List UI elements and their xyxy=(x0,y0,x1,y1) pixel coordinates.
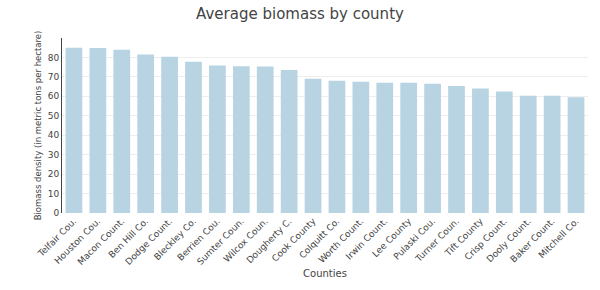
svg-text:Ben Hill Co.: Ben Hill Co. xyxy=(107,216,151,260)
svg-text:70: 70 xyxy=(48,72,60,82)
svg-text:Dooly Count.: Dooly Count. xyxy=(485,216,533,264)
svg-text:10: 10 xyxy=(48,189,60,199)
svg-text:0: 0 xyxy=(53,208,59,218)
svg-text:Biomass density (in metric ton: Biomass density (in metric tons per hect… xyxy=(33,31,43,221)
svg-text:Telfair Cou.: Telfair Cou. xyxy=(35,216,78,259)
svg-text:Houston Cou.: Houston Cou. xyxy=(53,216,103,266)
svg-text:Lee County: Lee County xyxy=(370,216,414,260)
svg-text:Irwin Count.: Irwin Count. xyxy=(344,216,390,262)
svg-text:50: 50 xyxy=(48,111,60,121)
svg-text:Cook County: Cook County xyxy=(270,216,318,264)
svg-text:40: 40 xyxy=(48,130,60,140)
svg-text:20: 20 xyxy=(48,169,60,179)
svg-text:Tift County: Tift County xyxy=(442,216,485,259)
svg-text:Pulaski Cou.: Pulaski Cou. xyxy=(392,216,438,262)
svg-text:Colquitt Co.: Colquitt Co. xyxy=(297,216,341,260)
svg-text:Berrien Cou.: Berrien Cou. xyxy=(175,216,222,263)
svg-text:Mitchell Co.: Mitchell Co. xyxy=(537,216,581,260)
svg-text:Worth Count.: Worth Count. xyxy=(316,216,365,265)
svg-text:Average biomass by county: Average biomass by county xyxy=(196,5,404,23)
svg-text:Turner Coun.: Turner Coun. xyxy=(413,216,461,264)
svg-text:Wilcox Coun.: Wilcox Coun. xyxy=(222,216,270,264)
svg-text:80: 80 xyxy=(48,53,60,63)
svg-text:Dougherty C.: Dougherty C. xyxy=(244,216,293,265)
svg-text:60: 60 xyxy=(48,91,60,101)
svg-text:Baker Count.: Baker Count. xyxy=(508,216,556,264)
svg-text:30: 30 xyxy=(48,150,60,160)
svg-text:Dodge Count.: Dodge Count. xyxy=(123,216,174,267)
svg-text:Sumter Coun.: Sumter Coun. xyxy=(195,216,246,267)
svg-text:Crisp Count.: Crisp Count. xyxy=(463,216,509,262)
svg-text:Bleckley Co.: Bleckley Co. xyxy=(152,216,198,262)
svg-text:Counties: Counties xyxy=(303,268,347,279)
svg-text:Macon Count.: Macon Count. xyxy=(76,216,127,267)
